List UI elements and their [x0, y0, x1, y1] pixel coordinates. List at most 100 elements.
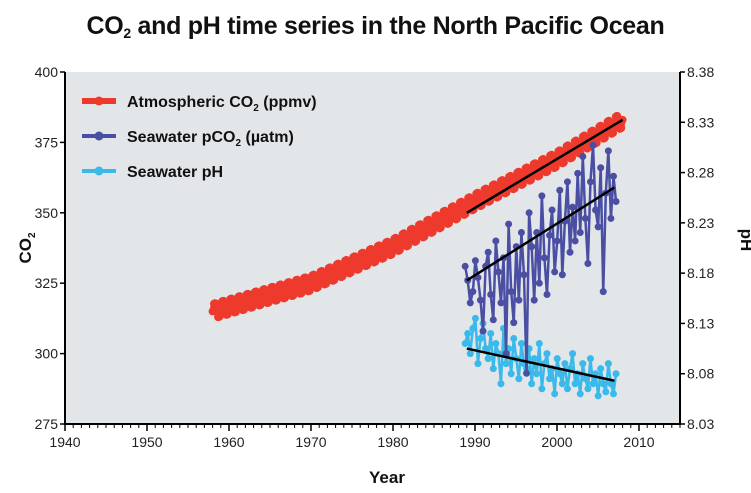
seawater-ph-point: [466, 350, 474, 358]
x-axis-title: Year: [369, 468, 405, 487]
seawater-ph-point: [510, 335, 518, 343]
y-axis-left-title: CO2: [16, 232, 38, 264]
seawater-pco2-point: [551, 268, 559, 276]
atmospheric-co2-point: [235, 292, 244, 301]
legend-label: Seawater pCO2 (µatm): [127, 129, 294, 149]
seawater-pco2-point: [576, 229, 584, 237]
atmospheric-co2-point: [563, 141, 572, 150]
atmospheric-co2-point: [256, 300, 265, 309]
atmospheric-co2-point: [330, 276, 339, 285]
chart-title: CO2 and pH time series in the North Paci…: [0, 12, 751, 41]
seawater-ph-point: [528, 380, 536, 388]
seawater-pco2-point: [489, 316, 497, 324]
atmospheric-co2-point: [268, 282, 277, 291]
x-tick-label: 1960: [213, 434, 244, 450]
atmospheric-co2-point: [617, 124, 626, 133]
seawater-ph-point: [576, 390, 584, 398]
atmospheric-co2-point: [375, 241, 384, 250]
seawater-pco2-point: [599, 288, 607, 296]
atmospheric-co2-point: [399, 229, 408, 238]
atmospheric-co2-point: [215, 312, 224, 321]
seawater-pco2-point: [517, 229, 525, 237]
y-right-tick-label: 8.03: [687, 416, 714, 432]
seawater-pco2-point: [569, 203, 577, 211]
legend: Atmospheric CO2 (ppmv) Seawater pCO2 (µat…: [82, 94, 317, 181]
seawater-ph-point: [556, 370, 564, 378]
x-tick-label: 1940: [49, 434, 80, 450]
seawater-ph-point: [515, 375, 523, 383]
atmospheric-co2-point: [531, 159, 540, 168]
y-left-tick-label: 400: [35, 64, 59, 80]
x-tick-label: 1950: [131, 434, 162, 450]
seawater-ph-point: [558, 380, 566, 388]
atmospheric-co2-point: [481, 184, 490, 193]
y-axis-right-title: pH: [737, 229, 751, 252]
seawater-pco2-point: [594, 223, 602, 231]
seawater-ph-point: [533, 370, 541, 378]
atmospheric-co2-point: [514, 167, 523, 176]
x-tick-label: 2000: [541, 434, 572, 450]
x-tick-label: 1990: [459, 434, 490, 450]
atmospheric-co2-point: [391, 233, 400, 242]
seawater-pco2-point: [477, 296, 485, 304]
atmospheric-co2-point: [326, 263, 335, 272]
atmospheric-co2-point: [440, 206, 449, 215]
y-left-tick-label: 300: [35, 346, 59, 362]
seawater-ph-point: [589, 380, 597, 388]
atmospheric-co2-point: [453, 214, 462, 223]
seawater-pco2-point: [556, 186, 564, 194]
atmospheric-co2-point: [313, 283, 322, 292]
y-left-tick-label: 375: [35, 134, 59, 150]
seawater-pco2-point: [558, 271, 566, 279]
atmospheric-co2-point: [604, 116, 613, 125]
atmospheric-co2-point: [412, 237, 421, 246]
seawater-ph-point: [546, 375, 554, 383]
seawater-pco2-point: [523, 369, 531, 377]
atmospheric-co2-point: [358, 248, 367, 257]
seawater-ph-point: [482, 345, 490, 353]
seawater-ph-point: [597, 365, 605, 373]
atmospheric-co2-point: [522, 163, 531, 172]
atmospheric-co2-point: [219, 296, 228, 305]
atmospheric-co2-point: [613, 111, 622, 120]
seawater-ph-point: [507, 370, 515, 378]
atmospheric-co2-point: [572, 136, 581, 145]
legend-label: Atmospheric CO2 (ppmv): [127, 94, 317, 114]
atmospheric-co2-point: [293, 275, 302, 284]
y-left-tick-label: 275: [35, 416, 59, 432]
seawater-pco2-point: [574, 169, 582, 177]
seawater-ph-point: [517, 340, 525, 348]
seawater-pco2-point: [581, 214, 589, 222]
atmospheric-co2-point: [223, 310, 232, 319]
seawater-ph-line: [463, 317, 618, 398]
atmospheric-co2-point: [490, 180, 499, 189]
seawater-pco2-point: [563, 178, 571, 186]
atmospheric-co2-point: [322, 279, 331, 288]
seawater-pco2-point: [479, 327, 487, 335]
seawater-ph-point: [607, 380, 615, 388]
atmospheric-co2-point: [281, 293, 290, 302]
seawater-pco2-point: [592, 206, 600, 214]
seawater-pco2-point: [515, 296, 523, 304]
atmospheric-co2-point: [588, 126, 597, 135]
legend-swatch-marker: [94, 131, 104, 141]
atmospheric-co2-point: [424, 215, 433, 224]
seawater-pco2-point: [487, 290, 495, 298]
atmospheric-co2-point: [416, 220, 425, 229]
seawater-ph-trend-line: [466, 347, 615, 382]
seawater-pco2-trend-line: [466, 186, 616, 282]
seawater-ph-point: [584, 385, 592, 393]
seawater-pco2-point: [494, 268, 502, 276]
seawater-pco2-point: [586, 178, 594, 186]
atmospheric-co2-point: [260, 285, 269, 294]
atmospheric-co2-point: [551, 163, 560, 172]
atmospheric-co2-point: [518, 180, 527, 189]
atmospheric-co2-point: [408, 224, 417, 233]
seawater-pco2-point: [510, 319, 518, 327]
seawater-ph-point: [543, 350, 551, 358]
atmospheric-co2-point: [371, 257, 380, 266]
seawater-pco2-point: [484, 248, 492, 256]
atmospheric-co2-point: [334, 259, 343, 268]
seawater-ph-point: [609, 390, 617, 398]
atmospheric-co2-point: [596, 121, 605, 130]
